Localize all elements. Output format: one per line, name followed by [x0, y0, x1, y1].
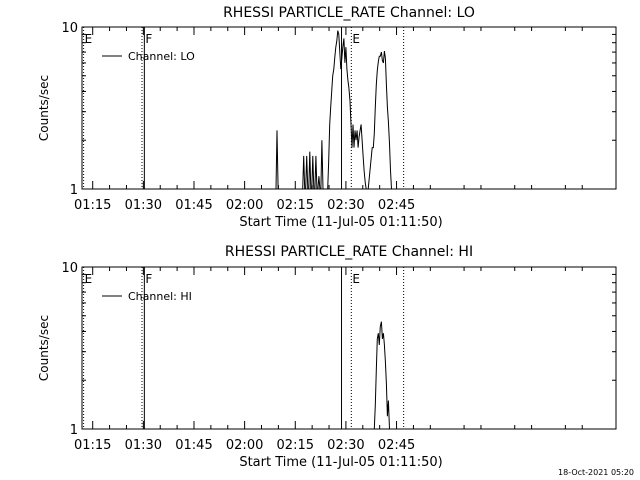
chart-title: RHESSI PARTICLE_RATE Channel: HI — [225, 244, 473, 260]
x-tick-label: 01:15 — [74, 438, 111, 453]
x-tick-label: 01:45 — [175, 198, 212, 213]
chart-panel-2: RHESSI PARTICLE_RATE Channel: HI Start Ti… — [37, 244, 617, 470]
legend-entry: Channel: LO — [128, 50, 195, 63]
y-tick-label: 10 — [61, 21, 78, 36]
x-axis-label: Start Time (11-Jul-05 01:11:50) — [239, 455, 442, 470]
plot-frame — [81, 26, 617, 190]
event-marker-label: F — [145, 32, 152, 46]
y-tick-label: 1 — [70, 423, 78, 438]
x-tick-label: 02:45 — [378, 438, 415, 453]
event-marker-label: E — [85, 272, 93, 286]
x-tick-label: 01:30 — [125, 198, 162, 213]
x-tick-label: 01:15 — [74, 198, 111, 213]
x-tick-label: 02:15 — [277, 198, 314, 213]
y-axis-label: Counts/sec — [37, 315, 51, 381]
y-axis-label: Counts/sec — [37, 75, 51, 141]
y-tick-label: 1 — [70, 183, 78, 198]
series-line — [275, 30, 392, 190]
event-marker-label: E — [352, 32, 360, 46]
event-marker-label: F — [145, 272, 152, 286]
legend-entry: Channel: HI — [128, 290, 192, 303]
y-tick-label: 10 — [61, 261, 78, 276]
x-tick-label: 02:15 — [277, 438, 314, 453]
x-tick-label: 02:45 — [378, 198, 415, 213]
event-marker-label: E — [352, 272, 360, 286]
event-marker-label: E — [85, 32, 93, 46]
x-tick-label: 02:30 — [327, 198, 364, 213]
plot-frame — [81, 266, 617, 430]
series-line — [373, 321, 390, 430]
x-tick-label: 02:30 — [327, 438, 364, 453]
chart-panel-1: RHESSI PARTICLE_RATE Channel: LO Start Ti… — [37, 5, 617, 230]
chart-title: RHESSI PARTICLE_RATE Channel: LO — [223, 5, 475, 21]
x-tick-label: 01:30 — [125, 438, 162, 453]
timestamp-label: 18-Oct-2021 05:20 — [558, 468, 634, 477]
x-tick-label: 02:00 — [226, 438, 263, 453]
x-axis-label: Start Time (11-Jul-05 01:11:50) — [239, 215, 442, 230]
x-tick-label: 02:00 — [226, 198, 263, 213]
x-tick-label: 01:45 — [175, 438, 212, 453]
